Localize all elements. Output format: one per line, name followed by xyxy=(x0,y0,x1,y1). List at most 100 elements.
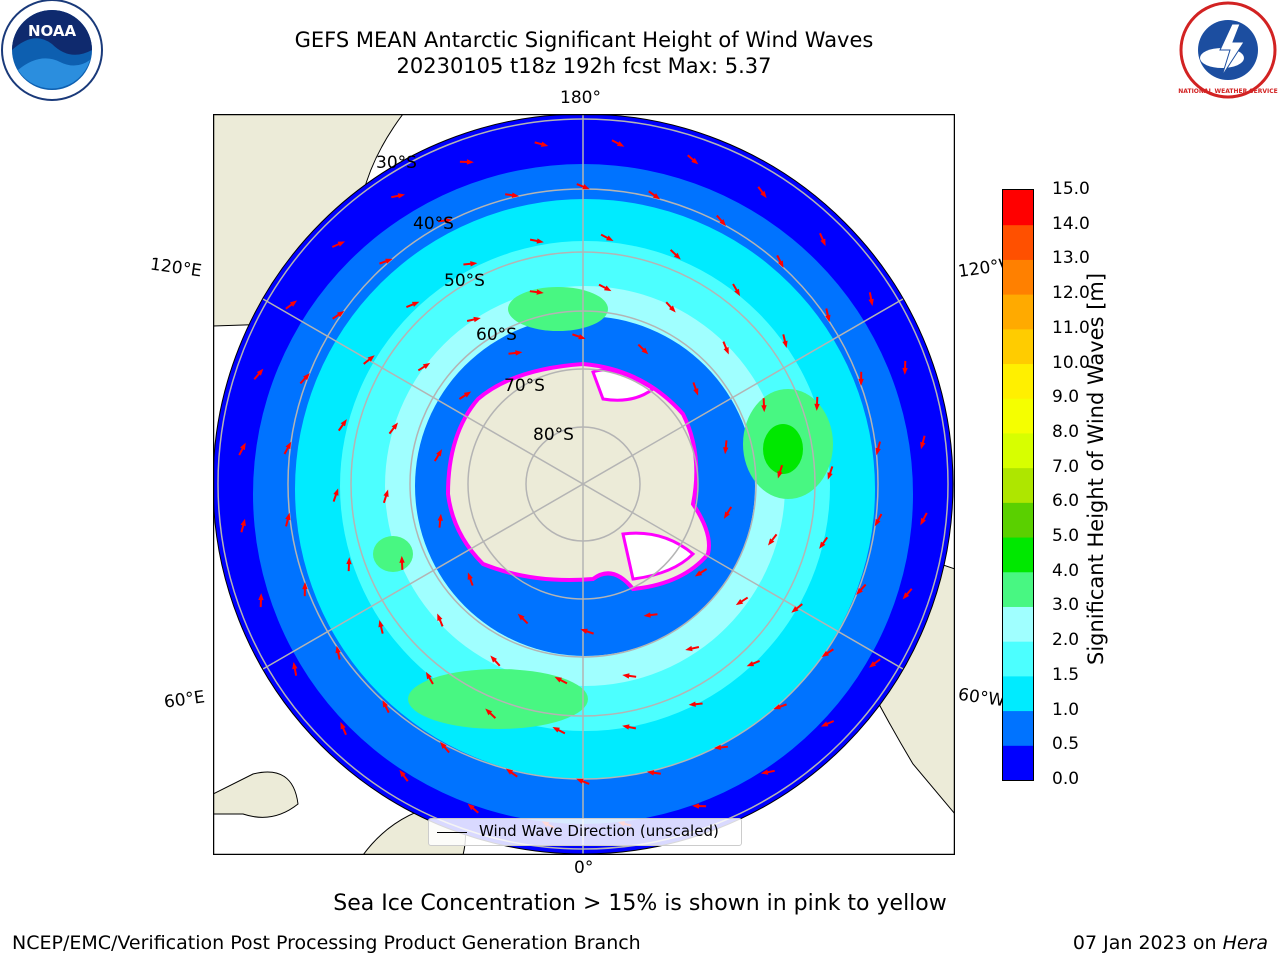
arrow-head xyxy=(606,235,614,242)
arrow-head xyxy=(399,555,405,563)
arrow-head xyxy=(693,388,699,396)
colorbar-segment xyxy=(1003,467,1033,503)
wave-patch-north xyxy=(508,287,608,331)
arrow-head xyxy=(285,441,292,450)
arrow-head xyxy=(652,193,661,200)
arrow-head xyxy=(760,190,767,199)
arrow-head xyxy=(554,676,562,683)
arrow-head xyxy=(473,316,481,323)
colorbar-segment xyxy=(1003,502,1033,538)
arrow-head xyxy=(713,744,722,751)
lat-label-70s: 70°S xyxy=(504,376,545,396)
arrow-head xyxy=(673,252,681,260)
date-stamp: 07 Jan 2023 on Hera xyxy=(1073,932,1268,954)
arrow-head xyxy=(536,289,544,295)
colorbar-tick-label: 3.0 xyxy=(1052,595,1080,616)
arrow-head xyxy=(346,557,352,565)
arrow-head xyxy=(411,301,420,307)
legend-line-icon xyxy=(437,832,467,833)
noaa-logo-text: NOAA xyxy=(28,22,77,40)
colorbar-tick-label: 0.0 xyxy=(1052,769,1080,789)
arrow-head xyxy=(422,362,431,369)
colorbar-segment xyxy=(1003,259,1033,295)
arrow-head xyxy=(485,708,493,716)
colorbar-segment xyxy=(1003,190,1033,226)
arrow-head xyxy=(437,513,443,521)
lon-label-0: 0° xyxy=(574,858,594,878)
lat-label-50s: 50°S xyxy=(444,271,485,291)
arrow-head xyxy=(470,261,478,267)
arrow-head xyxy=(668,305,676,313)
wave-patch-west xyxy=(373,536,413,572)
sea-ice-note: Sea Ice Concentration > 15% is shown in … xyxy=(333,891,947,916)
map-legend: Wind Wave Direction (unscaled) xyxy=(428,818,742,846)
arrow-head xyxy=(240,518,246,527)
arrow-head xyxy=(694,570,703,577)
colorbar-tick-label: 11.0 xyxy=(1052,317,1090,338)
colorbar-segment xyxy=(1003,537,1033,573)
arrow-head xyxy=(436,449,443,457)
colorbar xyxy=(1002,189,1034,781)
arrow-head xyxy=(746,661,755,667)
legend-label: Wind Wave Direction (unscaled) xyxy=(479,822,719,840)
colorbar-tick-label: 2.0 xyxy=(1052,630,1080,651)
arrow-head xyxy=(576,778,584,784)
arrow-head xyxy=(303,373,310,381)
arrow-head xyxy=(641,347,649,355)
arrow-head xyxy=(735,599,744,606)
chart-subtitle: 20230105 t18z 192h fcst Max: 5.37 xyxy=(396,54,772,78)
lon-label-60e: 60°E xyxy=(162,687,207,713)
arrow-head xyxy=(868,661,877,668)
arrow-head xyxy=(825,314,831,323)
arrow-head xyxy=(578,334,586,340)
chart-title: GEFS MEAN Antarctic Significant Height o… xyxy=(294,28,874,52)
polar-map xyxy=(213,114,955,855)
colorbar-segment xyxy=(1003,432,1033,469)
colorbar-tick-label: 8.0 xyxy=(1052,421,1080,442)
arrow-head xyxy=(821,650,830,658)
arrow-head xyxy=(777,260,784,268)
longitude-lines xyxy=(262,114,904,854)
arrow-head xyxy=(791,606,799,613)
colorbar-tick-label: 10.0 xyxy=(1052,352,1090,373)
arrow-head xyxy=(692,803,700,809)
colorbar-tick-label: 12.0 xyxy=(1052,283,1090,304)
arrow-head xyxy=(920,441,926,450)
land-africa-left xyxy=(213,771,299,818)
colorbar-tick-label: 0.5 xyxy=(1052,734,1080,755)
lon-label-120e: 120°E xyxy=(148,254,203,282)
colorbar-tick-label: 9.0 xyxy=(1052,387,1080,408)
arrow-head xyxy=(337,241,346,247)
arrow-head xyxy=(582,184,590,190)
arrow-head xyxy=(399,769,406,778)
lat-label-80s: 80°S xyxy=(533,425,574,445)
lat-label-60s: 60°S xyxy=(476,325,517,345)
arrow-head xyxy=(688,701,696,707)
colorbar-segment xyxy=(1003,745,1033,781)
colorbar-tick-label: 13.0 xyxy=(1052,248,1090,269)
arrow-head xyxy=(540,141,549,147)
colorbar-tick-label: 4.0 xyxy=(1052,560,1080,581)
arrow-head xyxy=(437,613,443,621)
arrow-head xyxy=(773,704,781,710)
colorbar-segment xyxy=(1003,606,1033,642)
arrow-head xyxy=(723,511,730,519)
colorbar-tick-label: 7.0 xyxy=(1052,456,1080,477)
arrow-head xyxy=(616,141,625,147)
arrow-head xyxy=(511,192,520,198)
colorbar-segment xyxy=(1003,363,1033,399)
arrow-head xyxy=(768,538,775,546)
colorbar-tick-label: 15.0 xyxy=(1052,179,1090,199)
arrow-head xyxy=(902,367,908,375)
arrow-head xyxy=(622,724,630,730)
arrow-head xyxy=(761,405,767,413)
arrow-head xyxy=(536,238,544,244)
arrow-head xyxy=(819,541,826,549)
colorbar-segment xyxy=(1003,224,1033,260)
arrow-head xyxy=(382,700,389,708)
arrow-head xyxy=(463,391,472,398)
arrow-head xyxy=(820,238,826,247)
arrow-head xyxy=(920,517,926,526)
arrow-head xyxy=(875,447,881,456)
arrow-head xyxy=(285,512,291,521)
